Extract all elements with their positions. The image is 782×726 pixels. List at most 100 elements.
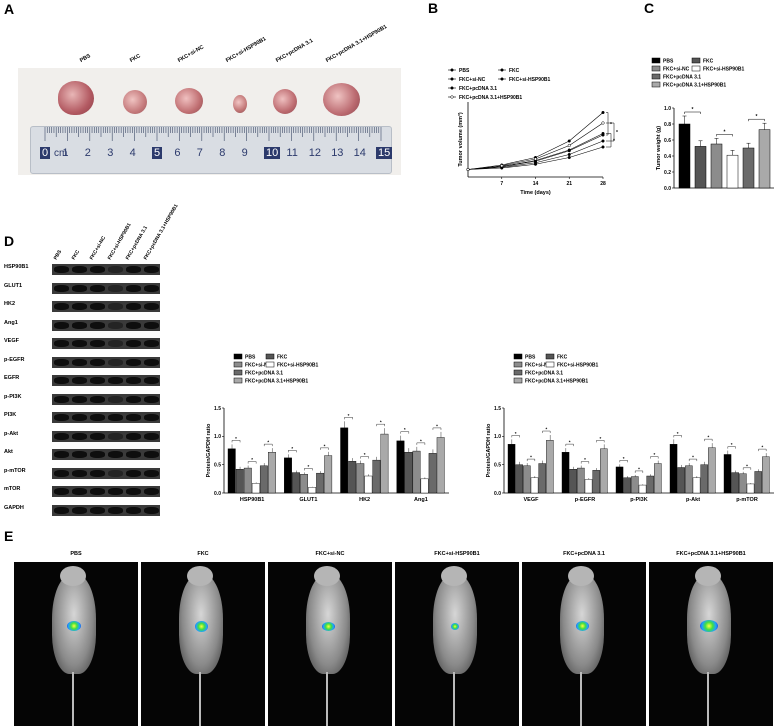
y-tick-label: 1.5: [214, 406, 221, 412]
significance-bracket: [231, 440, 241, 443]
ruler-mark-6: 6: [174, 147, 181, 159]
blot-band: [144, 432, 159, 440]
blot-image: [52, 504, 160, 516]
bar: [569, 468, 577, 494]
significance-bracket: [247, 461, 257, 464]
significance-star: *: [530, 455, 532, 460]
bioluminescence-image: [14, 562, 138, 726]
legend-marker: [450, 86, 454, 90]
bar: [515, 464, 523, 494]
significance-bracket: [542, 430, 551, 434]
data-point: [567, 143, 571, 148]
blot-band: [144, 303, 159, 310]
bar: [726, 154, 739, 189]
bar: [396, 440, 405, 494]
bar: [638, 484, 647, 494]
data-point: [601, 139, 605, 143]
mouse-head: [60, 566, 86, 586]
ruler-mark-9: 9: [241, 147, 248, 159]
y-tick-label: 1.0: [214, 434, 221, 440]
bar: [694, 146, 707, 189]
blot-band: [144, 506, 159, 514]
significance-star: *: [235, 436, 237, 441]
ruler-unit: cm: [54, 148, 68, 159]
significance-star: *: [616, 130, 618, 136]
blot-band: [72, 506, 87, 514]
legend-marker: [450, 68, 454, 72]
significance-bracket: [263, 443, 273, 447]
significance-bracket: [673, 435, 682, 438]
blot-lane-label: FKC+si-NC: [88, 235, 108, 261]
ruler-mark-1: 1: [62, 147, 69, 159]
significance-bracket: [376, 423, 385, 427]
bioluminescence-title: FKC+si-NC: [315, 551, 345, 557]
blot-lane-label: FKC: [70, 249, 82, 261]
bar: [372, 459, 381, 494]
legend-label: FKC+si-HSP90B1: [557, 363, 598, 369]
blot-band: [90, 506, 105, 514]
bar: [762, 456, 770, 494]
blot-band: [90, 451, 105, 458]
tumor-weight-bar-chart: 0.0 0.2 0.4 0.6 0.8 1.0 Tumor weight (g) * * * PBS…: [651, 57, 774, 192]
x-tick-label: 21: [566, 181, 572, 187]
blot-band: [108, 303, 123, 310]
tumor-label-fkc-pcdna-hsp90b1: FKC+pcDNA 3.1+HSP90B1: [325, 24, 389, 64]
significance-bracket: [606, 112, 609, 136]
bar: [380, 433, 389, 494]
blot-band: [126, 451, 141, 458]
blot-row-label: GAPDH: [4, 504, 24, 511]
blot-band: [108, 266, 123, 273]
legend-swatch: [545, 361, 555, 368]
blot-band: [54, 432, 69, 440]
y-axis-label: Tumor volume (mm³): [457, 112, 464, 166]
blot-band: [144, 488, 159, 495]
data-point: [601, 110, 605, 115]
bar: [259, 465, 268, 494]
significance-bracket: [606, 122, 615, 142]
blot-band: [90, 358, 105, 366]
blot-band: [72, 284, 87, 292]
blot-band: [72, 358, 87, 366]
y-tick-label: 0.4: [664, 154, 671, 160]
legend-swatch: [233, 353, 243, 360]
blot-band: [72, 469, 87, 477]
ruler-mark-10: 10: [264, 147, 281, 159]
blot-band: [54, 506, 69, 514]
blot-image: [52, 282, 160, 294]
significance-star: *: [761, 445, 763, 450]
tumor-fkc-si-nc: [175, 88, 203, 114]
y-tick-label: 1.0: [494, 434, 501, 440]
blot-band: [144, 358, 159, 366]
blot-row: p-mTOR: [0, 467, 160, 481]
blot-row: p-EGFR: [0, 356, 160, 370]
mouse-tail: [580, 672, 582, 726]
bar: [678, 123, 691, 189]
blot-row-label: p-PI3K: [4, 393, 22, 400]
bar: [227, 448, 236, 494]
legend-label: PBS: [663, 59, 674, 65]
panel-label-a: A: [4, 1, 15, 17]
significance-bracket: [619, 460, 628, 463]
mouse-head: [568, 566, 594, 586]
blot-band: [108, 321, 123, 329]
significance-bracket: [742, 467, 752, 470]
y-axis-label: Protein/GAPDH ratio: [206, 423, 212, 477]
significance-star: *: [291, 446, 293, 451]
blot-band: [108, 469, 123, 477]
significance-bracket: [650, 456, 659, 459]
legend-swatch: [265, 353, 275, 360]
legend-swatch: [233, 377, 243, 384]
blot-image: [52, 356, 160, 368]
blot-band: [90, 303, 105, 310]
legend-label: PBS: [525, 355, 536, 361]
legend-swatch: [233, 361, 243, 368]
category-label: VEGF: [524, 497, 540, 503]
category-label: GLUT1: [299, 497, 317, 503]
blot-band: [54, 321, 69, 329]
bar: [615, 466, 624, 494]
panel-label-b: B: [428, 0, 439, 16]
ruler-mark-7: 7: [196, 147, 203, 159]
legend-swatch: [651, 73, 661, 80]
legend-swatch: [513, 377, 523, 384]
blot-band: [126, 488, 141, 495]
